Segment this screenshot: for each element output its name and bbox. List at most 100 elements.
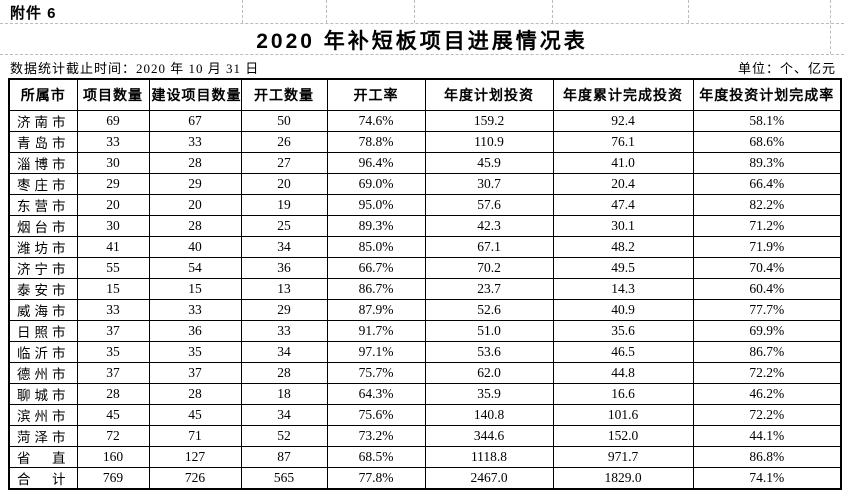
value-cell: 74.6%	[326, 109, 426, 132]
dashed-gridline-vertical	[242, 0, 243, 23]
value-cell: 40	[148, 235, 242, 258]
column-header: 开工率	[326, 78, 426, 111]
table-row: 聊城市 28 28 18 64.3% 35.9 16.6 46.2%	[8, 382, 842, 405]
value-cell: 72.2%	[692, 403, 842, 426]
city-cell: 合 计	[8, 466, 78, 489]
table-row: 滨州市 45 45 34 75.6% 140.8 101.6 72.2%	[8, 403, 842, 426]
value-cell: 48.2	[552, 235, 694, 258]
value-cell: 29	[76, 172, 150, 195]
city-cell: 淄博市	[8, 151, 78, 174]
value-cell: 33	[76, 130, 150, 153]
progress-table: 所属市 项目数量 建设项目数量 开工数量 开工率 年度计划投资 年度累计完成投资 年度投资计划…	[8, 78, 842, 490]
value-cell: 75.7%	[326, 361, 426, 384]
table-body: 济南市 69 67 50 74.6% 159.2 92.4 58.1% 青岛市 33 33 26 78.…	[8, 109, 842, 489]
value-cell: 28	[148, 214, 242, 237]
value-cell: 30	[76, 214, 150, 237]
value-cell: 33	[148, 298, 242, 321]
value-cell: 565	[240, 466, 328, 489]
value-cell: 34	[240, 340, 328, 363]
column-header: 建设项目数量	[148, 78, 242, 111]
value-cell: 89.3%	[692, 151, 842, 174]
value-cell: 2467.0	[424, 466, 554, 489]
value-cell: 29	[148, 172, 242, 195]
value-cell: 33	[148, 130, 242, 153]
value-cell: 33	[76, 298, 150, 321]
city-cell: 东营市	[8, 193, 78, 216]
value-cell: 55	[76, 256, 150, 279]
value-cell: 85.0%	[326, 235, 426, 258]
value-cell: 96.4%	[326, 151, 426, 174]
table-row: 日照市 37 36 33 91.7% 51.0 35.6 69.9%	[8, 319, 842, 342]
value-cell: 40.9	[552, 298, 694, 321]
value-cell: 42.3	[424, 214, 554, 237]
value-cell: 101.6	[552, 403, 694, 426]
value-cell: 726	[148, 466, 242, 489]
city-cell: 菏泽市	[8, 424, 78, 447]
table-row: 东营市 20 20 19 95.0% 57.6 47.4 82.2%	[8, 193, 842, 216]
dashed-gridline-horizontal	[0, 23, 844, 24]
value-cell: 45	[148, 403, 242, 426]
city-cell: 临沂市	[8, 340, 78, 363]
table-row: 德州市 37 37 28 75.7% 62.0 44.8 72.2%	[8, 361, 842, 384]
value-cell: 45	[76, 403, 150, 426]
column-header: 开工数量	[240, 78, 328, 111]
value-cell: 77.8%	[326, 466, 426, 489]
value-cell: 159.2	[424, 109, 554, 132]
city-cell: 威海市	[8, 298, 78, 321]
value-cell: 92.4	[552, 109, 694, 132]
value-cell: 70.2	[424, 256, 554, 279]
value-cell: 37	[148, 361, 242, 384]
column-header: 年度累计完成投资	[552, 78, 694, 111]
value-cell: 46.5	[552, 340, 694, 363]
value-cell: 33	[240, 319, 328, 342]
value-cell: 54	[148, 256, 242, 279]
value-cell: 28	[76, 382, 150, 405]
dashed-gridline-vertical	[688, 0, 689, 23]
data-cutoff-note: 数据统计截止时间：2020 年 10 月 31 日	[10, 61, 260, 76]
table-row: 青岛市 33 33 26 78.8% 110.9 76.1 68.6%	[8, 130, 842, 153]
value-cell: 34	[240, 235, 328, 258]
city-cell: 枣庄市	[8, 172, 78, 195]
value-cell: 70.4%	[692, 256, 842, 279]
value-cell: 28	[240, 361, 328, 384]
value-cell: 86.8%	[692, 445, 842, 468]
dashed-gridline-vertical	[414, 0, 415, 23]
city-cell: 日照市	[8, 319, 78, 342]
value-cell: 37	[76, 319, 150, 342]
value-cell: 64.3%	[326, 382, 426, 405]
value-cell: 73.2%	[326, 424, 426, 447]
value-cell: 28	[148, 382, 242, 405]
value-cell: 95.0%	[326, 193, 426, 216]
value-cell: 36	[240, 256, 328, 279]
city-cell: 德州市	[8, 361, 78, 384]
value-cell: 66.7%	[326, 256, 426, 279]
value-cell: 23.7	[424, 277, 554, 300]
table-row: 枣庄市 29 29 20 69.0% 30.7 20.4 66.4%	[8, 172, 842, 195]
dashed-gridline-horizontal	[0, 54, 844, 55]
value-cell: 68.5%	[326, 445, 426, 468]
value-cell: 66.4%	[692, 172, 842, 195]
table-row: 威海市 33 33 29 87.9% 52.6 40.9 77.7%	[8, 298, 842, 321]
value-cell: 35.9	[424, 382, 554, 405]
value-cell: 20	[240, 172, 328, 195]
table-row: 泰安市 15 15 13 86.7% 23.7 14.3 60.4%	[8, 277, 842, 300]
table-row: 省 直 160 127 87 68.5% 1118.8 971.7 86.8%	[8, 445, 842, 468]
city-cell: 济宁市	[8, 256, 78, 279]
city-cell: 青岛市	[8, 130, 78, 153]
value-cell: 35	[76, 340, 150, 363]
value-cell: 71.9%	[692, 235, 842, 258]
value-cell: 34	[240, 403, 328, 426]
attachment-label: 附件 6	[10, 5, 57, 22]
city-cell: 济南市	[8, 109, 78, 132]
value-cell: 76.1	[552, 130, 694, 153]
value-cell: 71	[148, 424, 242, 447]
value-cell: 19	[240, 193, 328, 216]
column-header: 年度计划投资	[424, 78, 554, 111]
column-header: 所属市	[8, 78, 78, 111]
city-cell: 潍坊市	[8, 235, 78, 258]
table-row: 济宁市 55 54 36 66.7% 70.2 49.5 70.4%	[8, 256, 842, 279]
table-row: 合 计 769 726 565 77.8% 2467.0 1829.0 74.1%	[8, 466, 842, 489]
city-cell: 省 直	[8, 445, 78, 468]
value-cell: 62.0	[424, 361, 554, 384]
